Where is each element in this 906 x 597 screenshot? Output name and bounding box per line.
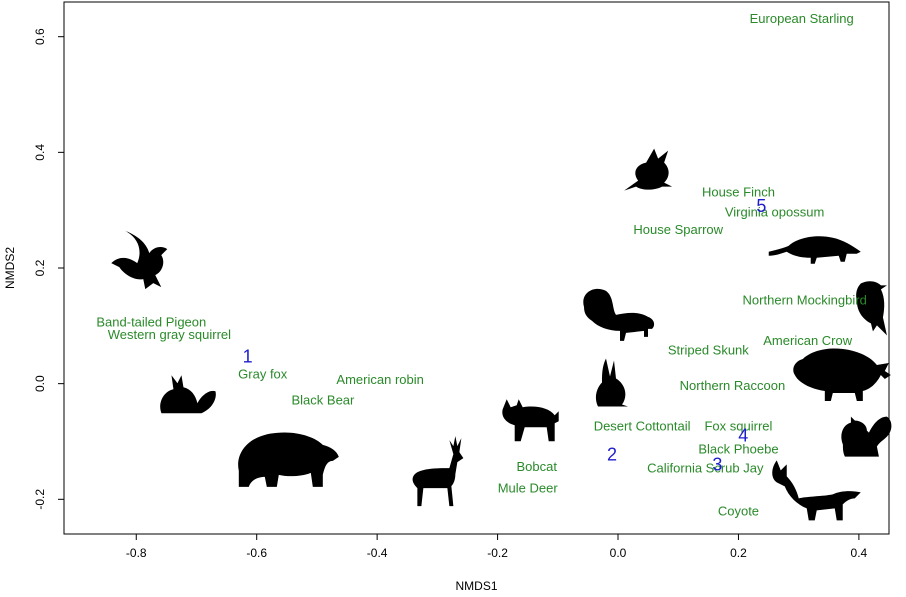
rabbit-icon xyxy=(595,358,628,407)
crow-icon xyxy=(856,281,887,336)
x-tick-label: -0.2 xyxy=(487,546,508,560)
y-tick-label: 0.2 xyxy=(33,259,47,276)
bear-icon xyxy=(238,432,339,487)
species-label: Desert Cottontail xyxy=(594,418,691,433)
site-label: 1 xyxy=(243,346,253,366)
species-label: House Sparrow xyxy=(633,222,723,237)
species-label: Northern Raccoon xyxy=(680,378,786,393)
species-label: European Starling xyxy=(750,11,854,26)
site-label: 3 xyxy=(712,455,722,475)
species-label: Black Bear xyxy=(292,392,356,407)
species-label: Band-tailed Pigeon xyxy=(96,314,206,329)
y-tick-label: -0.2 xyxy=(33,489,47,510)
opossum-icon xyxy=(768,236,861,264)
y-tick-label: 0.0 xyxy=(33,375,47,392)
site-label: 4 xyxy=(738,426,748,446)
species-label: California Scrub Jay xyxy=(647,461,764,476)
y-tick-label: 0.6 xyxy=(33,28,47,45)
species-label: Gray fox xyxy=(238,366,288,381)
fox-icon xyxy=(160,375,216,414)
species-label: Striped Skunk xyxy=(668,343,749,358)
x-tick-label: -0.6 xyxy=(246,546,267,560)
x-tick-label: -0.8 xyxy=(126,546,147,560)
x-axis-title: NMDS1 xyxy=(455,579,497,593)
coyote-icon xyxy=(772,460,861,521)
species-label: Coyote xyxy=(718,503,759,518)
species-label: Northern Mockingbird xyxy=(743,292,867,307)
x-tick-label: 0.0 xyxy=(610,546,627,560)
pigeon-icon xyxy=(111,229,168,290)
species-label: Black Phoebe xyxy=(698,442,778,457)
species-label: Fox squirrel xyxy=(704,418,772,433)
species-label: Western gray squirrel xyxy=(108,327,231,342)
x-tick-label: 0.2 xyxy=(730,546,747,560)
raccoon-icon xyxy=(793,348,891,401)
site-label: 5 xyxy=(756,196,766,216)
species-label: American Crow xyxy=(763,333,852,348)
x-tick-label: -0.4 xyxy=(367,546,388,560)
species-label: Mule Deer xyxy=(498,480,559,495)
species-label: House Finch xyxy=(702,184,775,199)
skunk-icon xyxy=(583,288,655,341)
bobcat-icon xyxy=(502,399,559,442)
species-label: Virginia opossum xyxy=(725,205,824,220)
y-axis-title: NMDS2 xyxy=(3,247,17,289)
site-label: 2 xyxy=(607,445,617,465)
squirrel-icon xyxy=(841,416,892,457)
species-label: American robin xyxy=(336,372,423,387)
deer-icon xyxy=(412,436,464,507)
x-tick-label: 0.4 xyxy=(851,546,868,560)
y-tick-label: 0.4 xyxy=(33,144,47,161)
starling-icon xyxy=(624,148,673,191)
species-label: Bobcat xyxy=(516,459,557,474)
